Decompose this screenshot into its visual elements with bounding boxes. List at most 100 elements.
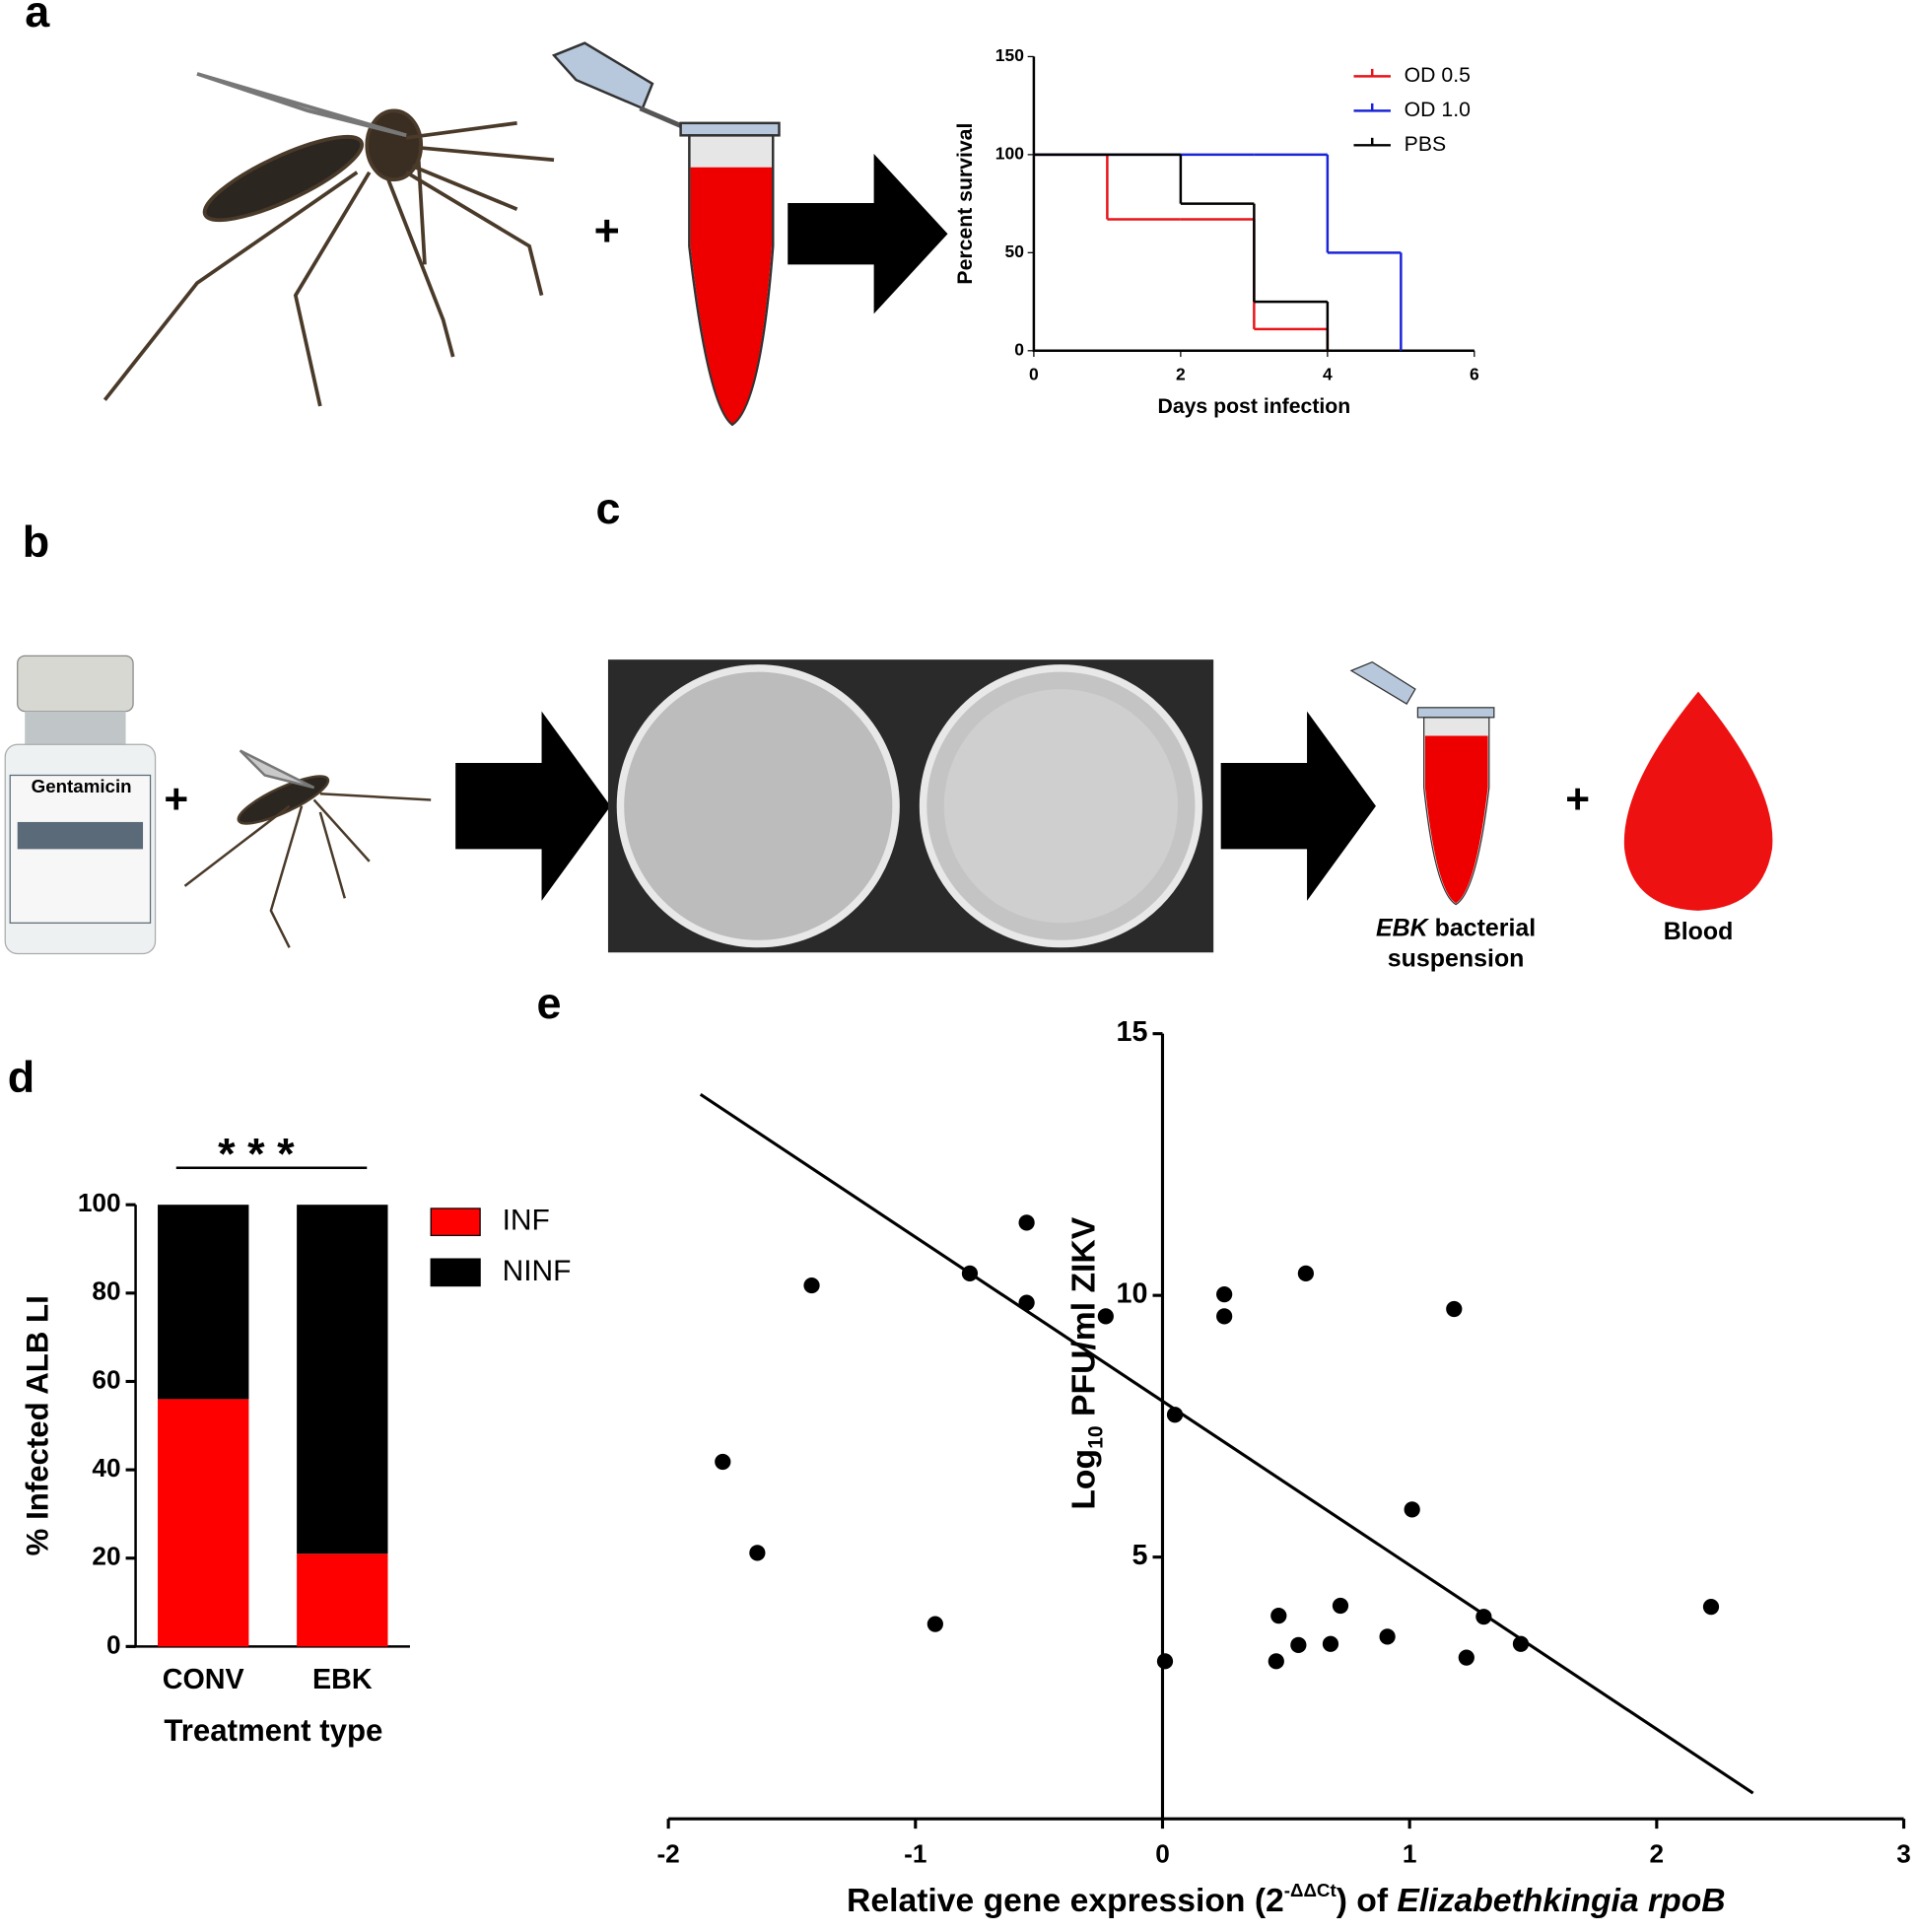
x-tick-label: EBK	[312, 1664, 373, 1695]
caption-part: bacterial	[1435, 914, 1537, 941]
point	[1332, 1597, 1349, 1615]
x-tick-label: 2	[1650, 1839, 1665, 1869]
x-tick-label: 3	[1896, 1839, 1911, 1869]
blood-drop	[1623, 691, 1773, 911]
tube-illustration	[1349, 660, 1495, 906]
panel-label: b	[23, 517, 49, 567]
y-axis-label: Percent survival	[954, 123, 977, 285]
x-tick-label: -2	[656, 1839, 679, 1869]
y-tick-label: 10	[1117, 1278, 1148, 1310]
y-tick-label: 15	[1117, 1016, 1148, 1048]
y-axis-label-part: Log	[1064, 1449, 1102, 1510]
point	[803, 1276, 820, 1294]
caption: EBK bacterial	[1376, 914, 1536, 941]
plus-sign: +	[164, 776, 188, 822]
tube-illustration	[551, 41, 781, 427]
point	[1475, 1609, 1492, 1625]
y-tick-label: 5	[1132, 1540, 1148, 1571]
y-tick-label: 100	[78, 1188, 121, 1217]
legend-label: NINF	[503, 1255, 572, 1287]
legend-label: OD 1.0	[1405, 99, 1471, 121]
mosquito-illustration	[183, 749, 432, 948]
vial-illustration	[4, 655, 157, 955]
caption-part: EBK	[1376, 914, 1430, 941]
arrow	[455, 711, 611, 901]
point	[1702, 1598, 1720, 1616]
bar-segment	[158, 1399, 249, 1647]
plus-sign: +	[1565, 776, 1590, 822]
bar-segment	[297, 1205, 388, 1554]
panel-label: c	[595, 483, 620, 533]
x-axis-label: Days post infection	[1158, 395, 1351, 418]
x-tick-label: 6	[1470, 364, 1479, 383]
point	[926, 1616, 943, 1632]
point	[1166, 1407, 1184, 1423]
y-tick-label: 60	[92, 1364, 120, 1394]
x-tick-label: 0	[1029, 364, 1039, 383]
x-axis-label-part: ) of	[1337, 1882, 1398, 1919]
point	[1018, 1294, 1035, 1311]
y-tick-label: 80	[92, 1276, 120, 1306]
y-tick-label: 0	[1014, 339, 1024, 359]
trend-line	[699, 1092, 1754, 1795]
x-axis-label-part: Relative gene expression (2	[847, 1882, 1284, 1919]
y-axis-label: % Infected ALB LI	[20, 1295, 54, 1555]
x-axis-label-part: Elizabethkingia rpoB	[1397, 1882, 1725, 1919]
x-tick-label: 4	[1323, 364, 1333, 383]
y-tick-label: 100	[995, 143, 1024, 163]
point	[1379, 1628, 1396, 1645]
mosquito-illustration	[103, 72, 555, 407]
x-tick-label: 0	[1155, 1839, 1170, 1869]
y-tick-label: 0	[106, 1629, 121, 1659]
bar-segment	[297, 1553, 388, 1647]
x-tick-label: -1	[904, 1839, 926, 1869]
point	[1512, 1635, 1530, 1652]
significance-label: * * *	[218, 1128, 295, 1178]
vial-label: Gentamicin	[32, 776, 132, 796]
point	[1216, 1285, 1233, 1303]
plus-sign: +	[594, 205, 620, 255]
bar-segment	[158, 1205, 249, 1400]
arrow	[788, 154, 948, 314]
arrow	[1220, 711, 1376, 901]
y-axis-label-part: PFU/ml ZIKV	[1064, 1216, 1102, 1425]
point	[1446, 1300, 1463, 1318]
y-axis-label: Log10 PFU/ml ZIKV	[1064, 1216, 1107, 1509]
y-tick-label: 40	[92, 1453, 120, 1483]
point	[749, 1545, 766, 1561]
panel-label: e	[537, 978, 562, 1028]
x-tick-label: 1	[1403, 1839, 1417, 1869]
point	[1018, 1214, 1035, 1231]
y-axis-label-part: 10	[1084, 1425, 1107, 1449]
point	[1404, 1501, 1420, 1518]
x-axis-label: Relative gene expression (2-ΔΔCt) of Eli…	[847, 1880, 1726, 1918]
panel-label: d	[8, 1052, 34, 1102]
legend-label: PBS	[1405, 133, 1446, 156]
point	[1458, 1649, 1474, 1666]
y-tick-label: 20	[92, 1542, 120, 1571]
point	[1097, 1308, 1114, 1325]
point	[1322, 1635, 1339, 1652]
point	[1268, 1653, 1284, 1670]
x-axis-label: Treatment type	[164, 1713, 382, 1748]
legend-swatch	[430, 1258, 481, 1287]
y-tick-label: 50	[1004, 242, 1023, 261]
caption: suspension	[1388, 944, 1525, 972]
point	[715, 1453, 731, 1471]
caption: Blood	[1664, 918, 1734, 945]
y-tick-label: 150	[995, 45, 1024, 65]
x-tick-label: 2	[1176, 364, 1186, 383]
plates-photo	[607, 659, 1214, 953]
point	[1270, 1608, 1287, 1624]
point	[1290, 1636, 1307, 1653]
legend-swatch	[430, 1208, 481, 1237]
point	[1216, 1308, 1233, 1325]
point	[1156, 1653, 1174, 1670]
panel-label: a	[25, 0, 50, 36]
x-axis-label-part: -ΔΔCt	[1284, 1880, 1337, 1900]
x-tick-label: CONV	[163, 1664, 244, 1695]
legend-label: OD 0.5	[1405, 64, 1471, 87]
point	[961, 1265, 979, 1281]
